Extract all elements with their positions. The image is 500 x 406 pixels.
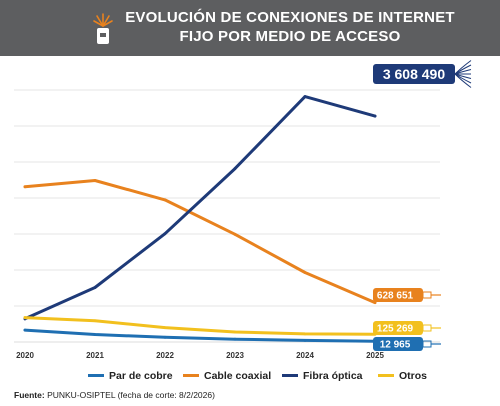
data-point-par-de-cobre bbox=[23, 328, 27, 332]
chart-title-line2: FIJO POR MEDIO DE ACCESO bbox=[179, 28, 401, 45]
chart-title: EVOLUCIÓN DE CONEXIONES DE INTERNET FIJO… bbox=[120, 8, 460, 46]
end-label-box-fibra-optica bbox=[373, 64, 455, 84]
chart-legend: Par de cobre Cable coaxial Fibra óptica … bbox=[0, 370, 500, 386]
legend-label-par-de-cobre: Par de cobre bbox=[109, 370, 173, 382]
source-label: Fuente: bbox=[14, 390, 45, 400]
data-point-fibra-optica bbox=[233, 167, 237, 170]
data-point-cable-coaxial bbox=[163, 198, 167, 202]
end-label-box-cable-coaxial bbox=[373, 288, 423, 302]
end-label-fibra-optica: 3 608 490 bbox=[383, 66, 445, 82]
legend-item-cable-coaxial: Cable coaxial bbox=[183, 370, 271, 382]
x-tick-label: 2025 bbox=[366, 351, 384, 360]
label-connector-otros bbox=[422, 324, 432, 332]
series-line-otros bbox=[23, 316, 377, 336]
legend-swatch-otros bbox=[378, 373, 394, 377]
legend-label-cable-coaxial: Cable coaxial bbox=[204, 370, 272, 382]
x-tick-label: 2024 bbox=[296, 351, 314, 360]
label-connector-fibra-optica bbox=[454, 73, 472, 88]
source-text: PUNKU-OSIPTEL (fecha de corte: 8/2/2026) bbox=[44, 390, 215, 400]
x-tick-label: 2020 bbox=[16, 351, 34, 360]
legend-item-fibra-optica: Fibra óptica bbox=[282, 370, 363, 382]
data-point-otros bbox=[233, 330, 237, 334]
data-point-par-de-cobre bbox=[303, 339, 307, 342]
legend-swatch-fibra-optica bbox=[282, 373, 298, 377]
chart-title-line1: EVOLUCIÓN DE CONEXIONES DE INTERNET bbox=[125, 9, 455, 26]
end-label-box-otros bbox=[373, 321, 423, 335]
legend-label-otros: Otros bbox=[399, 370, 428, 382]
fiber-optic-connector-icon bbox=[93, 13, 113, 44]
chart-header: EVOLUCIÓN DE CONEXIONES DE INTERNET FIJO… bbox=[0, 0, 500, 56]
end-label-box-par-de-cobre bbox=[373, 337, 423, 351]
legend-swatch-par-de-cobre bbox=[88, 373, 104, 377]
line-chart: 2020 2021 2022 2023 2024 2025 3 608 490 628 651… bbox=[14, 60, 472, 360]
end-label-otros: 125 269 bbox=[377, 324, 414, 335]
data-point-cable-coaxial bbox=[303, 271, 307, 274]
end-label-par-de-cobre: 12 965 bbox=[380, 340, 411, 351]
legend-item-otros: Otros bbox=[378, 370, 427, 382]
series-line-par-de-cobre bbox=[23, 328, 377, 343]
data-point-par-de-cobre bbox=[163, 335, 167, 339]
data-point-fibra-optica bbox=[303, 95, 307, 98]
x-tick-label: 2021 bbox=[86, 351, 104, 360]
data-point-otros bbox=[303, 332, 307, 336]
end-label-cable-coaxial: 628 651 bbox=[377, 291, 414, 302]
data-point-fibra-optica bbox=[93, 286, 97, 289]
data-point-otros bbox=[93, 319, 97, 323]
data-point-otros bbox=[23, 316, 27, 319]
data-point-cable-coaxial bbox=[93, 179, 97, 182]
x-tick-label: 2022 bbox=[156, 351, 174, 360]
legend-label-fibra-optica: Fibra óptica bbox=[303, 370, 363, 382]
data-point-fibra-optica bbox=[373, 114, 377, 118]
data-point-cable-coaxial bbox=[233, 232, 237, 236]
data-point-par-de-cobre bbox=[233, 337, 237, 341]
legend-swatch-cable-coaxial bbox=[183, 373, 199, 377]
data-point-cable-coaxial bbox=[23, 185, 27, 189]
series-line-cable-coaxial bbox=[23, 179, 377, 305]
source-note: Fuente: PUNKU-OSIPTEL (fecha de corte: 8… bbox=[14, 390, 215, 400]
data-point-otros bbox=[163, 326, 167, 329]
x-tick-label: 2023 bbox=[226, 351, 244, 360]
data-point-fibra-optica bbox=[163, 232, 167, 236]
series-line-fibra-optica bbox=[23, 95, 377, 321]
legend-item-par-de-cobre: Par de cobre bbox=[88, 370, 173, 382]
label-connector-cable-coaxial bbox=[422, 291, 432, 299]
data-point-par-de-cobre bbox=[93, 333, 97, 336]
